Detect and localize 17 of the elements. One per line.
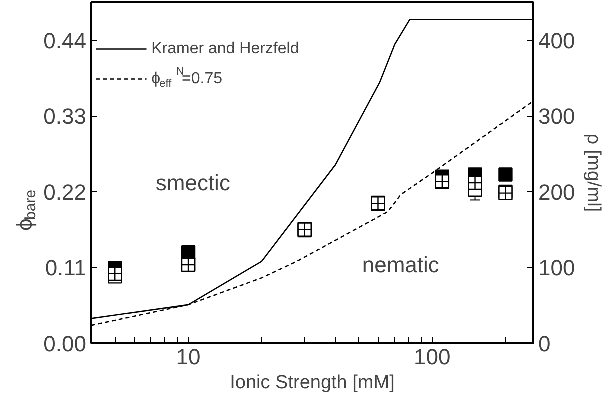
legend-label: Kramer and Herzfeld bbox=[152, 40, 300, 58]
y2-tick-label: 400 bbox=[538, 28, 576, 54]
y-tick-label: 0.33 bbox=[44, 104, 87, 130]
y-tick-label: 0.22 bbox=[44, 180, 87, 205]
y-tick-label: 0.11 bbox=[45, 256, 86, 281]
y-axis-title: ϕbare bbox=[12, 190, 40, 231]
y2-tick-label: 300 bbox=[538, 104, 576, 130]
y-tick-label: 0.00 bbox=[44, 332, 87, 356]
annotation: nematic bbox=[362, 252, 440, 278]
x-axis-title: Ionic Strength [mM] bbox=[230, 372, 395, 394]
y2-tick-label: 200 bbox=[538, 180, 576, 205]
x-tick-label: 10 bbox=[176, 344, 201, 370]
y-tick-label: 0.44 bbox=[44, 28, 87, 54]
y2-tick-label: 100 bbox=[538, 256, 576, 281]
y2-tick-label: 0 bbox=[538, 332, 551, 356]
y2-axis-title: ρ [mg/ml] bbox=[583, 134, 604, 212]
annotation: smectic bbox=[156, 170, 230, 196]
